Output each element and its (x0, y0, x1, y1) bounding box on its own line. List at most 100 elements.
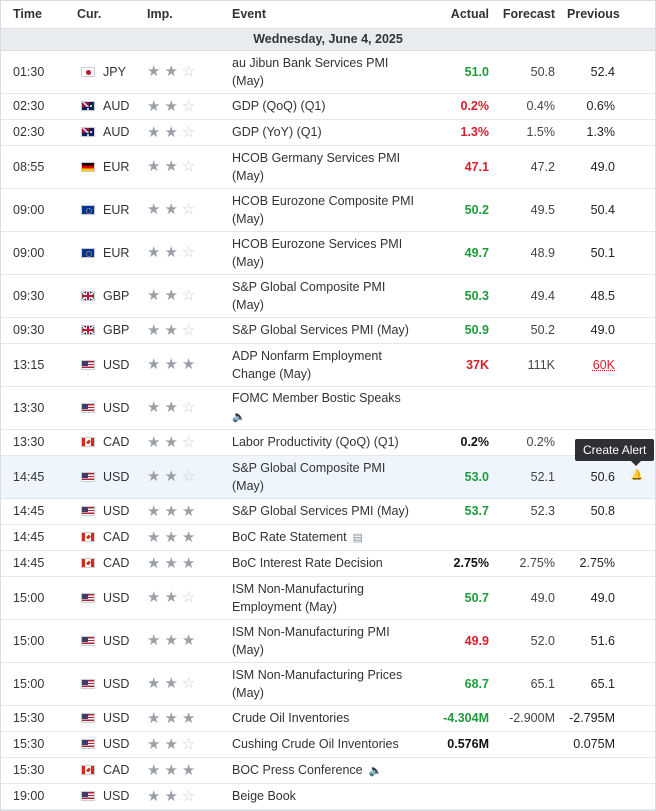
event-name-line[interactable]: GDP (YoY) (Q1) (232, 125, 322, 139)
event-name-cell[interactable]: HCOB Germany Services PMI (May) (226, 145, 421, 189)
table-row[interactable]: 09:00 EUR ★★☆ HCOB Eurozone Composite PMI (M… (1, 188, 655, 232)
table-row[interactable]: 19:00 USD ★★☆ Beige Book (1, 783, 655, 810)
event-name-cell[interactable]: ISM Non-Manufacturing Employment (May) (226, 576, 421, 620)
event-name-line[interactable]: Cushing Crude Oil Inventories (232, 737, 399, 751)
event-name-cell[interactable]: ISM Non-Manufacturing PMI (May) (226, 619, 421, 663)
event-name-cell[interactable]: Crude Oil Inventories (226, 705, 421, 732)
event-name-cell[interactable]: HCOB Eurozone Composite PMI (May) (226, 188, 421, 232)
table-row[interactable]: 15:00 USD ★★★ ISM Non-Manufacturing PMI (May… (1, 619, 655, 663)
event-name-line[interactable]: HCOB Eurozone Composite PMI (232, 193, 415, 208)
event-name-line[interactable]: ISM Non-Manufacturing PMI (232, 624, 390, 639)
event-name-line[interactable]: (May) (232, 478, 264, 493)
actual-value-text: 53.7 (464, 504, 489, 518)
create-alert-bell-icon[interactable]: 🔔 (630, 469, 643, 481)
event-name-cell[interactable]: Labor Productivity (QoQ) (Q1) (226, 429, 421, 456)
forecast-value (495, 757, 567, 784)
event-name-cell[interactable]: GDP (QoQ) (Q1) (226, 93, 421, 120)
event-name-line[interactable]: (May) (232, 297, 264, 312)
currency-cell: USD (71, 576, 135, 620)
table-row[interactable]: 15:00 USD ★★☆ ISM Non-Manufacturing Prices(… (1, 662, 655, 706)
event-name-line[interactable]: Beige Book (232, 789, 296, 803)
table-row[interactable]: 14:45 CAD ★★★ BoC Interest Rate Decision 2.7… (1, 550, 655, 577)
actual-value-text: 50.9 (464, 323, 489, 337)
column-header-forecast[interactable]: Forecast (495, 1, 567, 29)
event-name-line[interactable]: BoC Rate Statement (232, 529, 347, 544)
event-name-cell[interactable]: Cushing Crude Oil Inventories (226, 731, 421, 758)
event-name-line[interactable]: (May) (232, 211, 264, 226)
event-name-cell[interactable]: FOMC Member Bostic Speaks 🔈 (226, 386, 421, 430)
event-name-line[interactable]: Employment (May) (232, 599, 337, 614)
column-header-currency[interactable]: Cur. (71, 1, 135, 29)
event-name-cell[interactable]: BoC Rate Statement ▤ (226, 524, 421, 551)
event-name-cell[interactable]: S&P Global Services PMI (May) (226, 498, 421, 525)
actual-value-text: 0.2% (460, 435, 490, 449)
table-row[interactable]: 09:30 GBP ★★☆ S&P Global Composite PMI (May)… (1, 274, 655, 318)
event-name-line[interactable]: HCOB Germany Services PMI (232, 150, 401, 165)
event-name-line[interactable]: S&P Global Composite PMI (232, 460, 386, 475)
event-name-line[interactable]: BOC Press Conference (232, 762, 363, 777)
event-name-line[interactable]: Crude Oil Inventories (232, 711, 350, 725)
event-name-cell[interactable]: au Jibun Bank Services PMI (May) (226, 50, 421, 94)
table-row[interactable]: 13:15 USD ★★★ ADP Nonfarm Employment Change … (1, 343, 655, 387)
previous-value-text: 48.5 (590, 288, 615, 303)
event-name-line[interactable]: (May) (232, 685, 264, 700)
table-row[interactable]: 02:30 AUD ★★☆ GDP (YoY) (Q1) 1.3% 1.5% 1.3% (1, 119, 655, 146)
currency-code: CAD (103, 556, 130, 570)
event-name-line[interactable]: Change (May) (232, 366, 312, 381)
table-row[interactable]: 09:30 GBP ★★☆ S&P Global Services PMI (May)… (1, 317, 655, 344)
event-name-cell[interactable]: ADP Nonfarm Employment Change (May) (226, 343, 421, 387)
event-name-cell[interactable]: BOC Press Conference 🔈 (226, 757, 421, 784)
table-row[interactable]: 15:30 USD ★★★ Crude Oil Inventories -4.304M -… (1, 705, 655, 732)
column-header-actual[interactable]: Actual (421, 1, 495, 29)
event-name-cell[interactable]: GDP (YoY) (Q1) (226, 119, 421, 146)
event-name-cell[interactable]: ISM Non-Manufacturing Prices (May) (226, 662, 421, 706)
event-name-line[interactable]: (May) (232, 73, 264, 88)
column-header-event[interactable]: Event (226, 1, 421, 29)
actual-value (421, 757, 495, 784)
event-name-cell[interactable]: BoC Interest Rate Decision (226, 550, 421, 577)
table-row[interactable]: 02:30 AUD ★★☆ GDP (QoQ) (Q1) 0.2% 0.4% 0.6% (1, 93, 655, 120)
table-row[interactable]: 14:45 USD ★★★ S&P Global Services PMI (May)… (1, 498, 655, 525)
event-name-cell[interactable]: HCOB Eurozone Services PMI (May) (226, 231, 421, 275)
table-row[interactable]: 01:30 JPY ★★☆ au Jibun Bank Services PMI (Ma… (1, 50, 655, 94)
table-row[interactable]: 15:00 USD ★★☆ ISM Non-Manufacturing Employme… (1, 576, 655, 620)
event-name-line[interactable]: ADP Nonfarm Employment (232, 348, 382, 363)
table-row[interactable]: 13:30 USD ★★☆ FOMC Member Bostic Speaks 🔈 (1, 386, 655, 430)
currency-code: USD (103, 469, 130, 484)
table-row[interactable]: 09:00 EUR ★★☆ HCOB Eurozone Services PMI (Ma… (1, 231, 655, 275)
event-name-line[interactable]: FOMC Member Bostic Speaks (232, 391, 401, 405)
event-name-line[interactable]: (May) (232, 254, 264, 269)
previous-value: 0.6% (567, 93, 655, 120)
eu-flag-icon (81, 204, 95, 215)
table-row[interactable]: 13:30 CAD ★★☆ Labor Productivity (QoQ) (Q1)… (1, 429, 655, 456)
event-name-cell[interactable]: S&P Global Services PMI (May) (226, 317, 421, 344)
star-filled-icon: ★ (164, 502, 182, 520)
event-name-line[interactable]: HCOB Eurozone Services PMI (232, 236, 403, 251)
column-header-previous[interactable]: Previous (567, 1, 655, 29)
event-name-cell[interactable]: S&P Global Composite PMI (May) (226, 274, 421, 318)
event-name-line[interactable]: S&P Global Composite PMI (232, 279, 386, 294)
event-time: 19:00 (1, 783, 71, 810)
event-name-cell[interactable]: Beige Book (226, 783, 421, 810)
event-name-line[interactable]: S&P Global Services PMI (May) (232, 323, 409, 337)
table-row[interactable]: 08:55 EUR ★★☆ HCOB Germany Services PMI (May… (1, 145, 655, 189)
event-name-line[interactable]: BoC Interest Rate Decision (232, 556, 383, 570)
forecast-value: 50.8 (495, 50, 567, 94)
table-row[interactable]: 15:30 CAD ★★★ BOC Press Conference 🔈 (1, 757, 655, 784)
forecast-value: 50.2 (495, 317, 567, 344)
event-name-line[interactable]: Labor Productivity (QoQ) (Q1) (232, 435, 399, 449)
table-row[interactable]: 15:30 USD ★★☆ Cushing Crude Oil Inventories… (1, 731, 655, 758)
event-name-line[interactable]: ISM Non-Manufacturing (232, 581, 365, 596)
event-name-line[interactable]: GDP (QoQ) (Q1) (232, 99, 326, 113)
event-name-cell[interactable]: S&P Global Composite PMI (May) (226, 455, 421, 499)
table-row[interactable]: 14:45 USD ★★☆ S&P Global Composite PMI (May)… (1, 455, 655, 499)
event-name-line[interactable]: S&P Global Services PMI (May) (232, 504, 409, 518)
previous-value: 50.4 (567, 188, 655, 232)
column-header-importance[interactable]: Imp. (135, 1, 226, 29)
table-row[interactable]: 14:45 CAD ★★★ BoC Rate Statement ▤ (1, 524, 655, 551)
event-name-line[interactable]: ISM Non-Manufacturing Prices (232, 667, 403, 682)
event-name-line[interactable]: (May) (232, 642, 264, 657)
event-name-line[interactable]: (May) (232, 168, 264, 183)
column-header-time[interactable]: Time (1, 1, 71, 29)
event-name-line[interactable]: au Jibun Bank Services PMI (232, 55, 389, 70)
